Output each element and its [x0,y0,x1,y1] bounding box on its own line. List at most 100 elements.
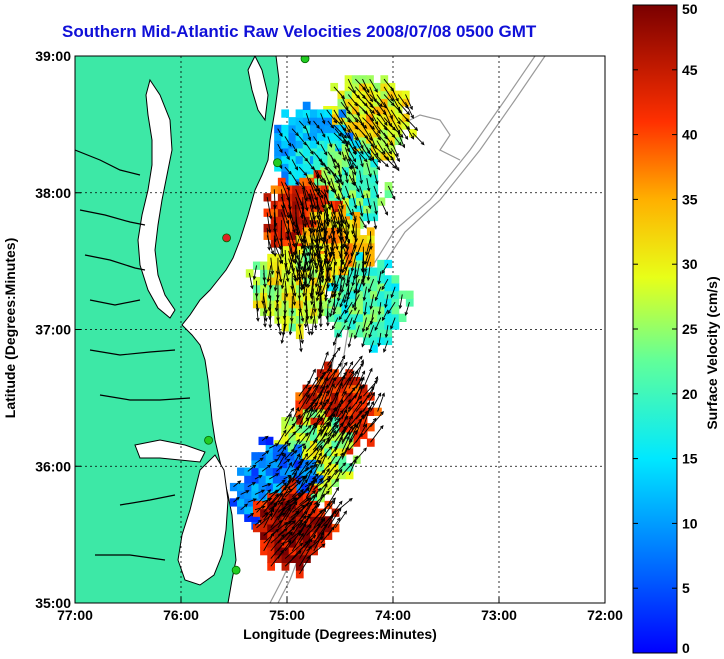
velocity-arrow [320,265,324,283]
velocity-cell [317,486,325,495]
velocity-arrow-head [297,263,301,268]
velocity-arrow [338,204,347,225]
velocity-arrow-head [329,247,334,252]
velocity-arrow-head [281,205,286,210]
velocity-arrow [277,128,283,137]
velocity-cell [373,82,382,92]
velocity-arrow-head [348,260,352,265]
velocity-arrow-head [366,89,370,94]
velocity-arrow-head [324,255,328,260]
y-tick-label: 39:00 [35,48,71,64]
velocity-arrow [248,273,253,289]
velocity-arrow-head [361,376,365,381]
velocity-arrow-head [331,294,336,299]
velocity-cell [345,440,354,449]
station-marker [204,435,213,445]
velocity-arrow-head [294,166,299,171]
velocity-arrow [327,501,343,521]
velocity-cell [309,432,318,441]
velocity-cell [295,531,304,540]
velocity-arrow-head [255,307,260,312]
velocity-arrow-head [395,97,399,103]
velocity-arrow-head [358,400,363,405]
colorbar-tick-label: 10 [682,515,698,531]
velocity-arrow [277,265,282,283]
velocity-arrow-head [284,521,289,526]
velocity-arrow-head [341,261,345,266]
velocity-arrow [299,538,313,559]
velocity-arrow [362,368,373,389]
velocity-arrow-head [267,229,272,234]
velocity-cell [294,482,303,492]
velocity-arrow [302,189,308,211]
velocity-arrow [304,288,308,306]
velocity-arrow [254,519,262,526]
velocity-arrow-head [410,114,414,120]
velocity-arrow [305,128,311,141]
velocity-arrow [298,453,308,468]
velocity-arrow-head [317,459,322,464]
velocity-arrow-head [292,229,296,234]
velocity-arrow [329,300,336,317]
velocity-arrow [284,423,296,437]
velocity-arrow-head [344,319,348,324]
velocity-arrow [312,460,321,465]
velocity-cell [370,282,378,292]
velocity-arrow [320,159,328,171]
velocity-arrow-head [339,120,343,125]
velocity-arrow-head [322,237,327,242]
velocity-arrow-head [276,317,280,322]
velocity-arrow [277,520,296,536]
velocity-cell [348,321,357,330]
velocity-arrow [333,117,347,131]
velocity-arrow-head [264,511,269,516]
velocity-arrow-head [296,438,300,443]
velocity-arrow-head [347,422,351,427]
velocity-arrow-head [267,489,272,494]
velocity-arrow [269,473,279,480]
velocity-arrow [348,370,359,389]
velocity-arrow [306,518,325,536]
velocity-arrow [362,401,374,420]
velocity-arrow-head [273,287,278,292]
velocity-arrow-head [404,135,409,140]
velocity-arrow-head [365,327,370,332]
velocity-arrow-head [389,115,393,120]
velocity-cell [244,505,252,515]
velocity-cell [384,313,393,322]
velocity-arrow-head [297,276,302,281]
velocity-arrow [362,418,377,435]
velocity-arrow [284,489,304,506]
velocity-arrow [334,462,346,476]
velocity-arrow-head [390,294,394,299]
velocity-arrow-head [321,493,325,498]
velocity-cell [281,124,290,134]
velocity-cell [237,482,245,492]
velocity-cell [363,197,371,206]
velocity-arrow [344,154,352,170]
velocity-arrow-head [288,531,293,536]
velocity-arrow-head [308,252,312,257]
velocity-arrow [383,132,393,146]
velocity-arrow-head [319,237,324,242]
velocity-arrow-head [314,283,319,288]
velocity-arrow [277,143,283,153]
velocity-arrow-head [317,292,322,298]
velocity-arrow-head [252,464,257,469]
velocity-arrow-head [339,254,343,259]
velocity-cell [309,384,318,393]
velocity-cell [260,547,268,556]
velocity-arrow-head [301,443,306,447]
velocity-cell [391,321,400,330]
velocity-arrow [344,201,353,216]
velocity-arrow-head [348,165,352,171]
velocity-arrow-head [360,359,365,364]
velocity-arrow [266,196,272,219]
velocity-cell [323,400,332,409]
velocity-arrow [390,140,399,157]
velocity-cell [274,147,282,157]
velocity-arrow-head [353,150,358,155]
velocity-arrow-head [352,275,357,281]
velocity-arrow [354,325,360,339]
velocity-arrow-head [279,501,283,506]
